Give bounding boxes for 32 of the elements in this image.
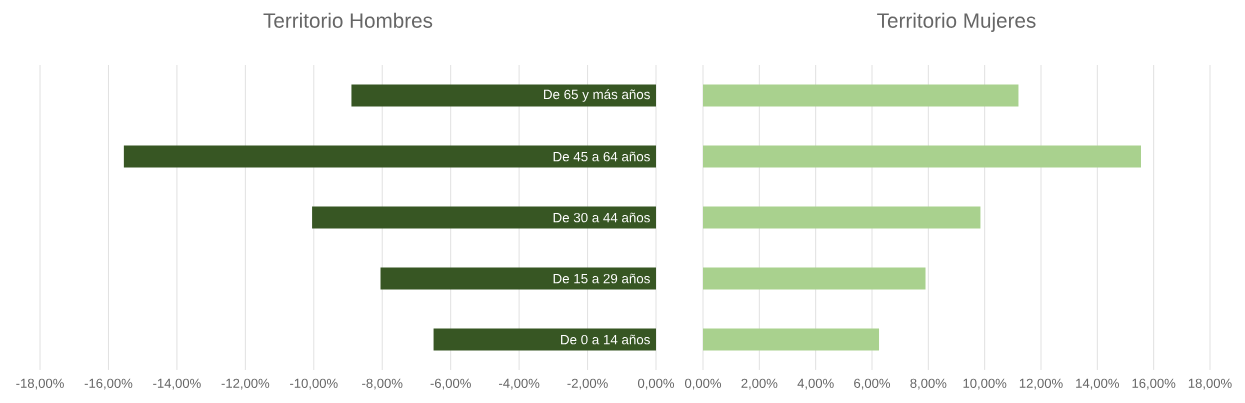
- bar: [703, 267, 926, 290]
- chart-title: Territorio Hombres: [263, 12, 433, 28]
- y-tick-label: De 65 y más años: [544, 89, 650, 102]
- x-tick-label: -14,00%: [153, 378, 201, 390]
- x-tick-label: 2,00%: [741, 378, 778, 390]
- x-tick-label: -12,00%: [221, 378, 270, 390]
- x-tick-label: 0,00%: [637, 378, 675, 390]
- x-tick-label: 4,00%: [797, 378, 834, 390]
- x-tick-label: 14,00%: [1076, 378, 1120, 390]
- x-tick-label: -6,00%: [430, 378, 471, 390]
- y-tick-label: De 0 a 14 años: [561, 334, 650, 345]
- y-tick-label: De 45 a 64 años: [553, 151, 650, 162]
- x-tick-label: 18,00%: [1188, 378, 1232, 390]
- bar: [703, 328, 880, 351]
- x-tick-label: 12,00%: [1019, 378, 1063, 390]
- x-tick-label: -10,00%: [290, 378, 338, 390]
- x-tick-label: 10,00%: [963, 378, 1007, 390]
- y-tick-label: De 30 a 44 años: [553, 212, 650, 223]
- y-tick-label: De 15 a 29 años: [553, 273, 650, 284]
- x-tick-label: -8,00%: [362, 378, 403, 390]
- x-tick-label: -18,00%: [16, 378, 64, 390]
- bar: [703, 84, 1019, 107]
- x-tick-label: 6,00%: [854, 378, 891, 390]
- x-tick-label: 8,00%: [910, 378, 947, 390]
- bar: [703, 145, 1141, 168]
- x-tick-label: 0,00%: [684, 378, 722, 390]
- x-tick-label: -2,00%: [567, 378, 608, 390]
- chart-title: Territorio Mujeres: [877, 12, 1036, 32]
- x-tick-label: 16,00%: [1132, 378, 1176, 390]
- x-tick-label: -4,00%: [499, 378, 540, 390]
- x-tick-label: -16,00%: [84, 378, 133, 390]
- bar: [703, 206, 981, 229]
